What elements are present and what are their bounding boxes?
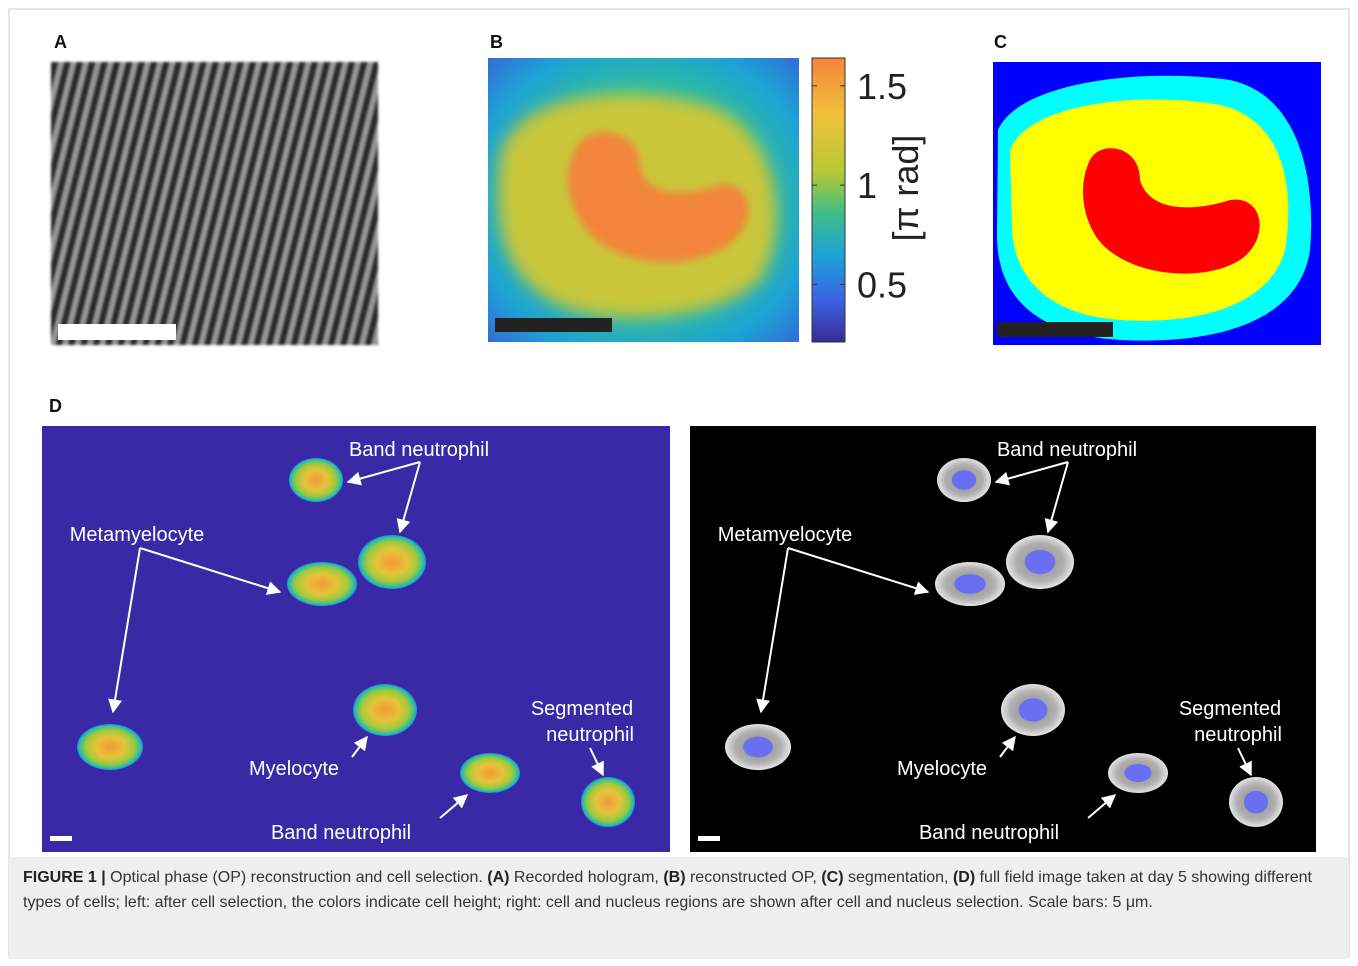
caption-text: (B) xyxy=(663,869,685,886)
scale-bar xyxy=(58,324,176,340)
nucleus xyxy=(1125,764,1152,782)
cell-type-label: neutrophil xyxy=(1194,724,1282,746)
colorbar xyxy=(812,58,845,342)
nucleus xyxy=(952,470,976,490)
caption-text: (D) xyxy=(953,869,975,886)
caption-text: Recorded hologram, xyxy=(509,869,663,886)
segmentation xyxy=(993,62,1321,345)
cell xyxy=(353,684,417,736)
caption-text: (A) xyxy=(487,869,509,886)
tick-label: 1 xyxy=(857,165,877,206)
tick-label: 1.5 xyxy=(857,66,907,107)
page: A B 0.5 1 1.5 [π rad] C D Band neutrophil M… xyxy=(0,0,1358,966)
caption: FIGURE 1 | Optical phase (OP) reconstruc… xyxy=(9,857,1349,959)
colorbar-label: [π rad] xyxy=(885,135,926,242)
nucleus xyxy=(1025,550,1056,574)
cell xyxy=(77,724,143,770)
cell-type-label: Myelocyte xyxy=(249,758,339,780)
cell xyxy=(358,535,426,589)
cell-type-label: Band neutrophil xyxy=(349,439,489,461)
nucleus xyxy=(1019,698,1048,721)
nucleus xyxy=(743,737,773,758)
caption-text: Optical phase (OP) reconstruction and ce… xyxy=(106,869,488,886)
scale-bar xyxy=(698,836,720,841)
cell-type-label: Band neutrophil xyxy=(919,822,1059,844)
nucleus xyxy=(954,574,986,594)
cell-type-label: Myelocyte xyxy=(897,758,987,780)
cell-type-label: Segmented xyxy=(1179,698,1281,720)
panel-label: D xyxy=(49,396,62,416)
caption-text: reconstructed OP, xyxy=(686,869,822,886)
scale-bar xyxy=(50,836,72,841)
cell-type-label: Metamyelocyte xyxy=(70,524,205,546)
cell-type-label: neutrophil xyxy=(546,724,634,746)
figure: A B 0.5 1 1.5 [π rad] C D Band neutrophil M… xyxy=(0,0,1358,966)
caption-text: segmentation, xyxy=(844,869,953,886)
scale-bar xyxy=(997,322,1113,337)
cell-type-label: Segmented xyxy=(531,698,633,720)
panel-label: B xyxy=(490,32,503,52)
field-image-left xyxy=(42,426,670,852)
caption-text: (C) xyxy=(821,869,843,886)
phase-image xyxy=(488,58,799,342)
tick-label: 0.5 xyxy=(857,264,907,305)
panel-label: A xyxy=(54,32,67,52)
field-image-right xyxy=(690,426,1316,852)
panel-label: C xyxy=(994,32,1007,52)
hologram xyxy=(51,62,378,345)
scale-bar xyxy=(495,318,612,332)
cell xyxy=(581,777,635,827)
caption-text: FIGURE 1 | xyxy=(23,869,106,886)
cell-type-label: Band neutrophil xyxy=(997,439,1137,461)
cell-type-label: Metamyelocyte xyxy=(718,524,853,546)
cell xyxy=(289,458,343,502)
cell xyxy=(287,562,357,606)
nucleus xyxy=(1244,791,1268,814)
cell xyxy=(460,753,520,793)
cell-type-label: Band neutrophil xyxy=(271,822,411,844)
